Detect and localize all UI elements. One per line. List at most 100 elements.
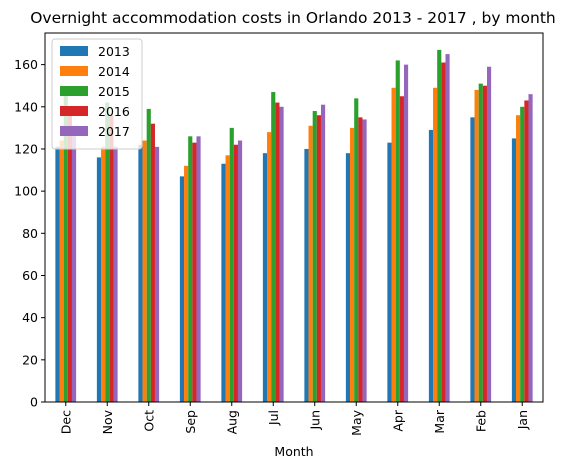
bars-layer	[55, 49, 533, 403]
bar-2016-jul	[275, 102, 280, 402]
y-tick-label: 20	[22, 352, 38, 367]
legend-label-2016: 2016	[98, 104, 130, 119]
y-tick-label: 80	[22, 226, 38, 241]
bar-2016-jan	[524, 100, 529, 402]
bar-2017-sep	[196, 136, 201, 402]
bar-2015-feb	[478, 83, 483, 403]
x-tick-label: Aug	[224, 410, 239, 434]
bar-2014-sep	[184, 165, 189, 402]
bar-2013-apr	[387, 142, 392, 402]
bar-2014-mar	[433, 87, 438, 402]
bar-2014-jul	[267, 132, 272, 402]
y-tick-label: 40	[22, 310, 38, 325]
bar-2013-may	[345, 153, 351, 402]
bar-group-jan	[511, 94, 533, 403]
x-axis-label: Month	[274, 444, 313, 459]
bar-group-apr	[387, 60, 409, 402]
bar-2017-aug	[237, 140, 243, 403]
bar-2016-apr	[399, 96, 404, 402]
y-tick-label: 60	[22, 268, 38, 283]
bar-2016-feb	[482, 85, 487, 403]
bar-2017-jun	[320, 104, 326, 402]
x-tick-label: May	[349, 409, 364, 435]
bar-2015-jul	[271, 92, 276, 402]
legend-swatch-2015	[60, 86, 88, 96]
y-tick-label: 120	[14, 141, 38, 156]
bar-2015-dec	[63, 94, 68, 403]
bar-2015-mar	[437, 49, 442, 403]
bar-2013-jul	[262, 153, 268, 402]
bar-2016-dec	[67, 106, 72, 403]
y-tick-label: 0	[30, 395, 38, 410]
bar-2013-aug	[221, 163, 226, 402]
bar-2013-sep	[179, 176, 185, 402]
x-tick-label: Nov	[100, 409, 115, 434]
bar-2014-nov	[101, 146, 106, 402]
y-tick-label: 160	[14, 57, 38, 72]
legend-swatch-2014	[60, 66, 88, 76]
axes-layer: 0 20 40 60 80 100 120 140 160 Dec Nov Oct Sep Aug Jul J…	[14, 32, 544, 436]
x-tick-label: Dec	[58, 410, 73, 434]
bar-2015-may	[354, 98, 359, 403]
x-tick-label: Jun	[307, 410, 322, 431]
bar-2017-may	[362, 119, 367, 402]
bar-2017-mar	[445, 54, 450, 403]
x-tick-label: Oct	[141, 410, 156, 432]
x-tick-label: Apr	[390, 409, 405, 431]
bar-group-sep	[179, 136, 201, 402]
bar-group-may	[345, 98, 367, 403]
legend-label-2017: 2017	[98, 124, 130, 139]
bar-group-aug	[221, 127, 243, 403]
bar-2016-sep	[192, 142, 197, 402]
bar-group-dec	[55, 94, 77, 403]
legend-swatch-2013	[60, 46, 88, 56]
legend-label-2014: 2014	[98, 64, 130, 79]
bar-2015-nov	[105, 102, 110, 402]
bar-2016-nov	[109, 115, 114, 402]
bar-2017-dec	[71, 132, 77, 402]
bar-group-feb	[470, 66, 492, 403]
bar-group-oct	[138, 108, 160, 403]
bar-2014-feb	[474, 89, 479, 403]
bar-2016-may	[358, 117, 363, 402]
bar-2013-feb	[470, 117, 475, 402]
bar-2015-apr	[395, 60, 400, 402]
x-tick-label: Jul	[266, 410, 281, 426]
bar-2017-oct	[154, 146, 160, 402]
x-tick-label: Sep	[183, 410, 198, 434]
y-tick-label: 140	[14, 99, 38, 114]
bar-2015-jan	[520, 106, 525, 403]
chart-title: Overnight accommodation costs in Orlando…	[30, 9, 556, 27]
bar-2016-mar	[441, 62, 446, 403]
bar-2014-jan	[516, 115, 521, 402]
bar-2015-jun	[312, 111, 317, 403]
x-tick-label: Mar	[432, 409, 447, 433]
legend: 2013 2014 2015 2016 2017	[51, 38, 143, 150]
bar-2017-nov	[113, 146, 118, 402]
legend-swatch-2017	[60, 126, 88, 136]
x-tick-label: Feb	[473, 410, 488, 432]
plot-frame	[44, 32, 544, 403]
bar-2015-aug	[229, 127, 234, 402]
bar-2013-oct	[138, 144, 143, 402]
bar-group-nov	[96, 102, 118, 402]
bar-group-mar	[428, 49, 450, 403]
bar-2013-mar	[428, 129, 434, 403]
y-tick-label: 100	[14, 184, 38, 199]
bar-2013-jun	[304, 148, 309, 402]
x-tick-label: Jan	[515, 410, 530, 430]
bar-2014-oct	[142, 140, 147, 403]
bar-2016-aug	[233, 144, 238, 402]
bar-2013-nov	[96, 157, 102, 402]
bar-2013-jan	[511, 138, 517, 402]
bar-group-jul	[262, 92, 284, 403]
bar-2014-may	[350, 127, 355, 402]
bar-2017-jul	[279, 106, 284, 403]
bar-2017-apr	[403, 64, 409, 402]
legend-label-2013: 2013	[98, 44, 130, 59]
bar-2017-feb	[486, 66, 492, 403]
bar-2017-jan	[528, 94, 533, 403]
bar-2014-dec	[59, 140, 64, 403]
